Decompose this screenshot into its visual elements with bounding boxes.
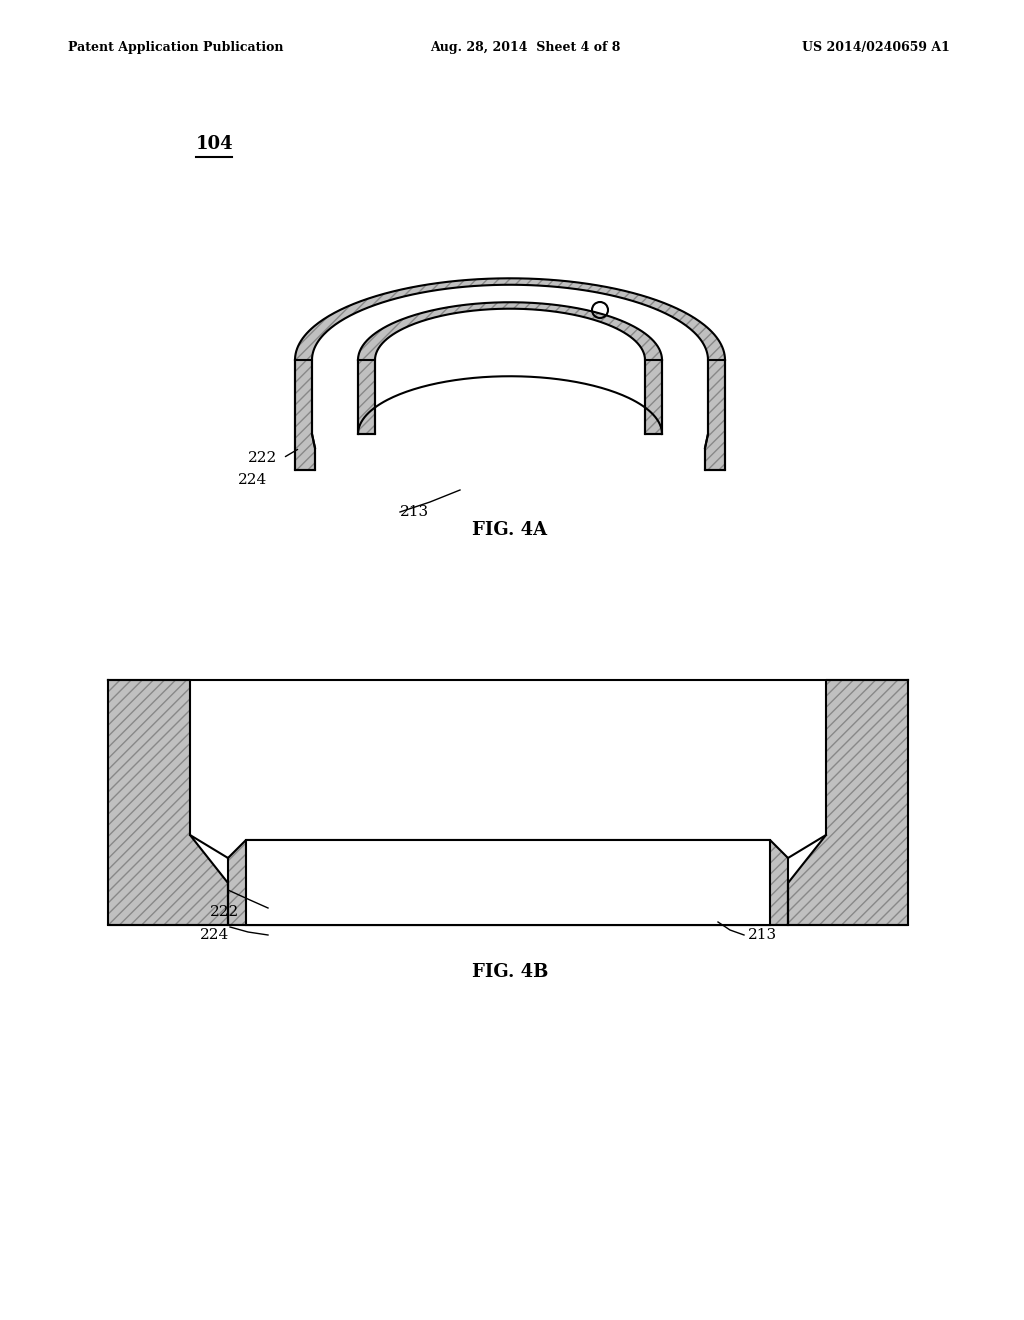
Text: 222: 222 (210, 906, 240, 919)
Text: Aug. 28, 2014  Sheet 4 of 8: Aug. 28, 2014 Sheet 4 of 8 (430, 41, 621, 54)
Text: 224: 224 (238, 473, 267, 487)
Polygon shape (295, 360, 315, 470)
Text: 222: 222 (248, 451, 278, 465)
Polygon shape (788, 680, 908, 925)
Polygon shape (358, 302, 662, 360)
Text: 224: 224 (200, 928, 229, 942)
Text: 104: 104 (196, 135, 233, 153)
Text: FIG. 4A: FIG. 4A (472, 521, 548, 539)
Text: Patent Application Publication: Patent Application Publication (68, 41, 284, 54)
Text: 213: 213 (400, 506, 429, 519)
Polygon shape (358, 360, 375, 434)
Text: FIG. 4B: FIG. 4B (472, 964, 548, 981)
Polygon shape (228, 840, 788, 925)
Polygon shape (108, 680, 228, 925)
Polygon shape (705, 360, 725, 470)
Text: 213: 213 (748, 928, 777, 942)
Polygon shape (246, 840, 770, 925)
Text: US 2014/0240659 A1: US 2014/0240659 A1 (802, 41, 950, 54)
Polygon shape (645, 360, 662, 434)
Polygon shape (295, 279, 725, 360)
